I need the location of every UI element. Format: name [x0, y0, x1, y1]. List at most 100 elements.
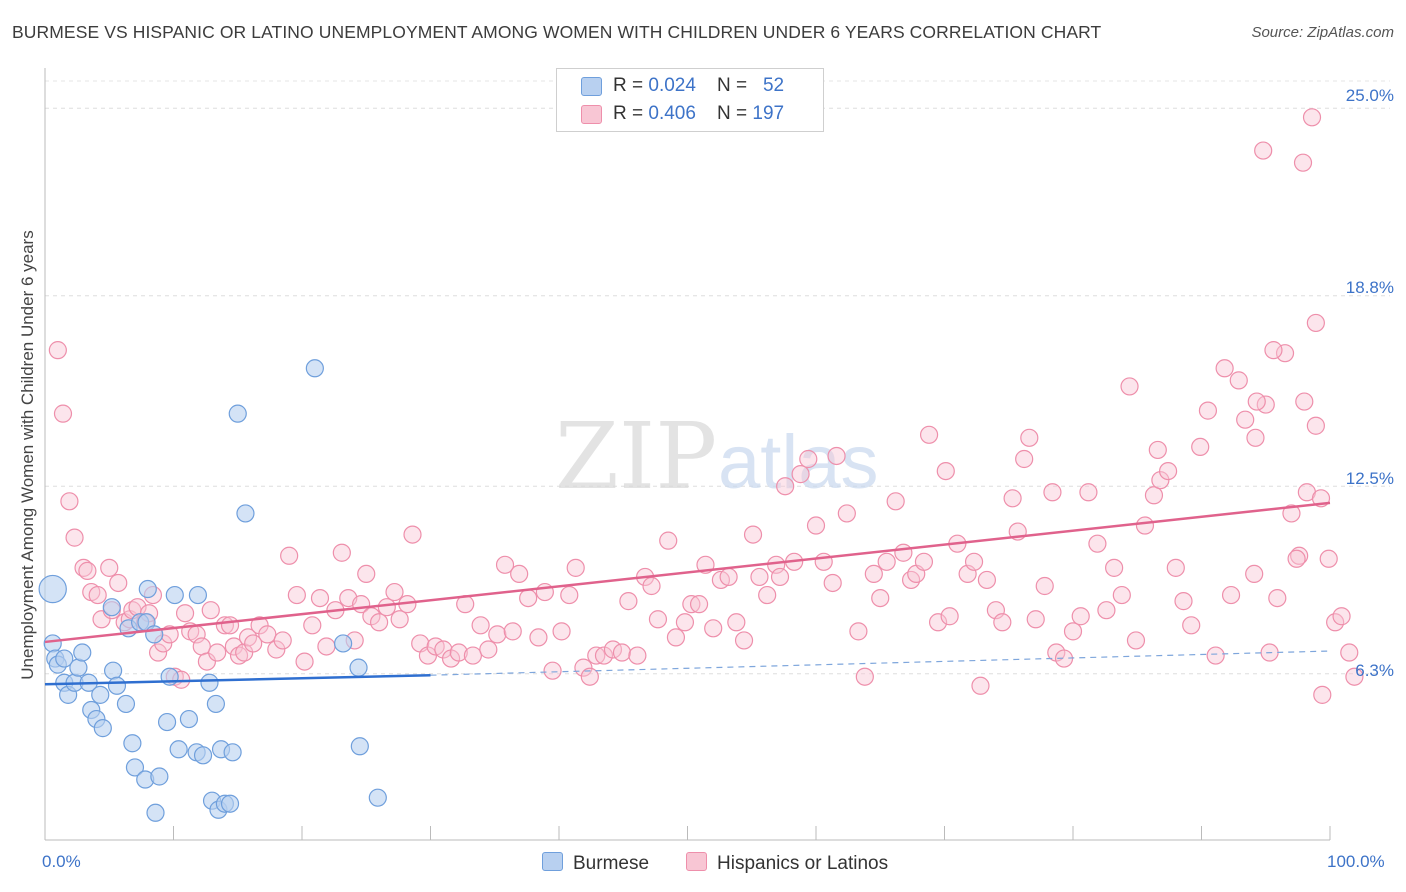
hispanic-point [1264, 341, 1283, 360]
burmese-point [179, 709, 199, 729]
hispanic-point [78, 561, 97, 580]
burmese-point [125, 758, 145, 777]
hispanic-point [936, 461, 955, 481]
hispanic-point [1268, 588, 1287, 608]
hispanic-swatch-icon [686, 852, 707, 871]
hispanic-point [837, 504, 856, 523]
hispanic-point [886, 492, 905, 511]
burmese-point [93, 719, 112, 738]
hispanic-point [303, 616, 322, 635]
hispanic-point [648, 610, 668, 629]
hispanic-point [495, 555, 515, 574]
hispanic-point [704, 619, 723, 638]
hispanic-point [1026, 610, 1045, 629]
legend: R = 0.024 N = 52 R = 0.406 N = 197 [556, 68, 824, 132]
hispanic-point [823, 573, 842, 593]
hispanic-points [48, 108, 1364, 704]
hispanic-point [776, 477, 795, 496]
legend-r-label: R = [613, 103, 649, 124]
hispanic-point [471, 616, 490, 635]
hispanic-point [1105, 558, 1124, 577]
hispanic-point [849, 622, 868, 641]
hispanic-point [65, 528, 84, 547]
burmese-point [349, 658, 368, 677]
hispanic-point [827, 446, 846, 466]
hispanic-point [806, 516, 826, 535]
hispanic-point [675, 613, 695, 632]
burmese-point [146, 803, 165, 822]
hispanic-point [224, 637, 243, 656]
watermark-text: ZIP [555, 403, 717, 510]
hispanic-point [510, 564, 529, 584]
legend-r-value: 0.024 [648, 75, 696, 96]
hispanic-point [1287, 549, 1306, 568]
hispanic-point [100, 558, 119, 577]
burmese-point [150, 767, 169, 786]
hispanic-point [1063, 622, 1083, 641]
burmese-point [116, 694, 136, 714]
hispanic-point [287, 585, 306, 605]
hispanic-point [332, 543, 351, 562]
hispanic-point [914, 552, 934, 571]
hispanic-point [770, 567, 790, 587]
hispanic-point [928, 613, 948, 632]
hispanic-point [1158, 461, 1178, 481]
hispanic-point [727, 613, 746, 632]
axes [44, 68, 1331, 841]
hispanic-point [612, 643, 632, 662]
hispanic-point [682, 595, 701, 614]
burmese-point [206, 694, 226, 714]
burmese-trend-line [44, 673, 431, 686]
hispanic-point [864, 564, 883, 584]
legend-n-value: 52 [762, 75, 785, 96]
legend-r-label: R = [613, 75, 649, 96]
hispanic-point [1054, 649, 1074, 668]
hispanic-point [799, 449, 818, 469]
hispanic-point [418, 646, 438, 665]
burmese-swatch-icon [581, 77, 602, 96]
burmese-point [123, 734, 142, 753]
legend-n-value: 197 [752, 103, 785, 124]
legend-r-value: 0.406 [648, 103, 696, 124]
burmese-point [236, 504, 255, 523]
hispanic-point [1229, 371, 1248, 390]
hispanic-point [479, 640, 498, 659]
hispanic-point [220, 616, 240, 635]
hispanic-point [377, 598, 396, 617]
hispanic-swatch-icon [581, 105, 602, 124]
hispanic-point [594, 646, 614, 665]
hispanic-point [390, 610, 409, 629]
burmese-point [200, 673, 219, 692]
hispanic-point [919, 425, 939, 444]
hispanic-point [580, 667, 599, 686]
hispanic-point [871, 588, 890, 608]
hispanic-point [434, 640, 453, 659]
y-axis-label: Unemployment Among Women with Children U… [18, 230, 37, 680]
hispanic-point [519, 588, 538, 608]
burmese-point [220, 794, 240, 813]
hispanic-point [1088, 534, 1107, 553]
burmese-point [188, 585, 208, 605]
y-tick-label: 12.5% [1345, 469, 1394, 488]
hispanic-point [1345, 667, 1364, 686]
burmese-point [228, 404, 247, 423]
hispanic-point [197, 652, 217, 671]
hispanic-point [1319, 549, 1338, 568]
hispanic-point [109, 573, 128, 593]
hispanic-point [1097, 601, 1116, 620]
hispanic-point [1166, 558, 1185, 577]
hispanic-point [370, 613, 389, 632]
hispanic-point [273, 631, 292, 650]
hispanic-point [877, 552, 896, 571]
hispanic-point [1191, 437, 1210, 457]
hispanic-point [1254, 141, 1273, 160]
hispanic-point [1126, 631, 1146, 650]
hispanic-point [1275, 344, 1295, 363]
burmese-point [73, 643, 92, 662]
hispanic-point [258, 625, 277, 644]
hispanic-point [267, 640, 286, 659]
hispanic-point [552, 622, 571, 641]
x-tick-label-min: 0.0% [42, 852, 81, 871]
hispanic-point [1290, 546, 1309, 565]
hispanic-point [1144, 486, 1164, 505]
